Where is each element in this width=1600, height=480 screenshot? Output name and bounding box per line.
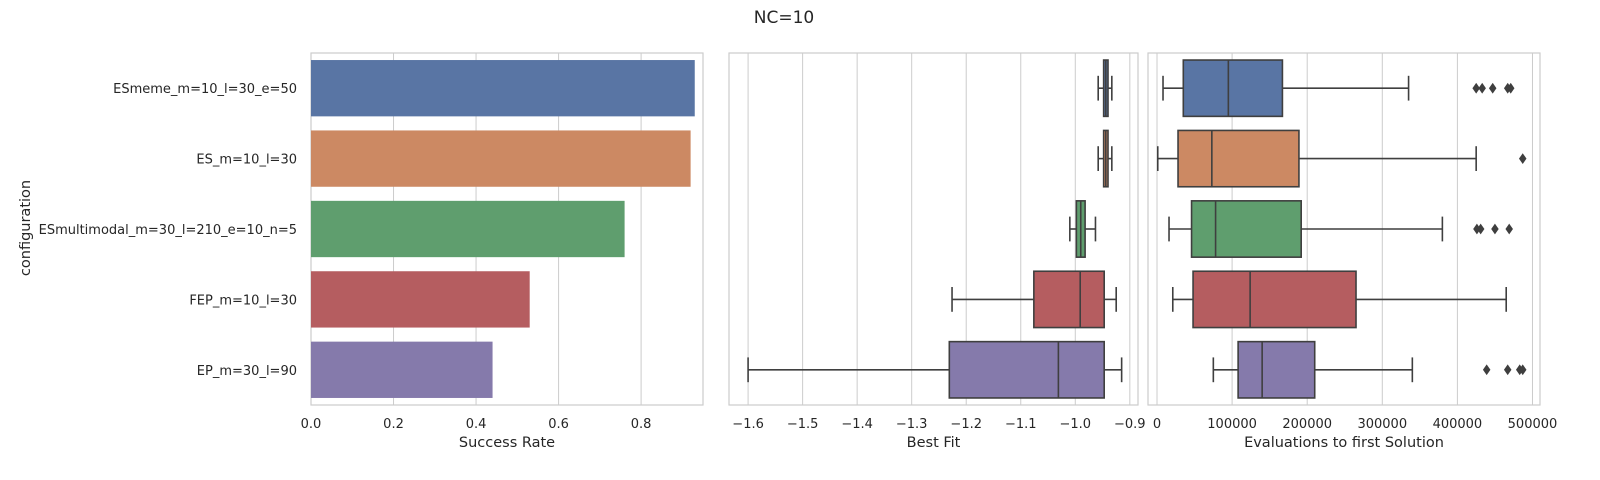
- box-3-3: [1168, 200, 1513, 258]
- x-tick-label-1-1: 0.2: [383, 417, 404, 432]
- panel-frame-2: [728, 52, 1139, 406]
- box-2-1: [1097, 59, 1113, 118]
- panel-1: 0.0 0.2 0.4 0.6 0.8 Success Rate: [301, 52, 704, 451]
- box-2-2: [1097, 129, 1113, 188]
- x-axis-label-3: Evaluations to first Solution: [1244, 435, 1444, 451]
- x-tick-label-2-0: −1.6: [732, 417, 764, 432]
- x-tick-label-2-4: −1.2: [950, 417, 982, 432]
- panel-frame-3: [1147, 52, 1541, 406]
- box-body: [1190, 200, 1302, 258]
- x-tick-label-2-3: −1.3: [896, 417, 928, 432]
- x-tick-label-2-6: −1.0: [1059, 417, 1091, 432]
- flier-1: [1518, 153, 1527, 164]
- box-body: [1033, 270, 1105, 329]
- x-tick-label-1-2: 0.4: [466, 417, 487, 432]
- x-tick-label-3-2: 200000: [1282, 417, 1332, 432]
- y-tick-label-3: ESmultimodal_m=30_l=210_e=10_n=5: [39, 223, 297, 238]
- box-body: [1192, 270, 1357, 329]
- flier-2: [1476, 223, 1485, 235]
- x-tick-label-2-1: −1.5: [787, 417, 819, 432]
- x-tick-label-3-1: 100000: [1207, 417, 1257, 432]
- flier-4: [1518, 364, 1527, 376]
- flier-2: [1503, 364, 1512, 376]
- x-tick-label-1-4: 0.8: [631, 417, 652, 432]
- bar-5: [311, 341, 493, 398]
- y-axis-label: configuration: [18, 180, 34, 276]
- x-axis-label-2: Best Fit: [907, 435, 961, 451]
- x-tick-label-3-0: 0: [1153, 417, 1161, 432]
- box-3-1: [1162, 59, 1515, 118]
- panel-3: 0 100000 200000 300000 400000 500000 Evaluatio…: [1147, 52, 1558, 451]
- box-body: [1237, 340, 1316, 399]
- box-2-4: [951, 270, 1117, 329]
- y-tick-label-1: ESmeme_m=10_l=30_e=50: [113, 82, 297, 97]
- y-tick-label-2: ES_m=10_l=30: [196, 153, 297, 168]
- x-tick-label-3-5: 500000: [1508, 417, 1558, 432]
- flier-2: [1478, 82, 1486, 94]
- x-tick-label-2-2: −1.4: [841, 417, 873, 432]
- bar-4: [311, 271, 530, 328]
- box-3-2: [1156, 129, 1527, 188]
- box-body: [1182, 59, 1284, 118]
- bar-1: [311, 60, 695, 117]
- box-body: [1177, 129, 1300, 188]
- x-tick-label-3-4: 400000: [1433, 417, 1483, 432]
- flier-4: [1505, 223, 1513, 235]
- chart-title: NC=10: [754, 8, 814, 28]
- x-tick-label-1-3: 0.6: [548, 417, 569, 432]
- box-body: [948, 340, 1105, 399]
- y-tick-label-5: EP_m=30_l=90: [197, 364, 297, 379]
- bar-3: [311, 200, 625, 258]
- box-2-3: [1069, 200, 1097, 258]
- flier-1: [1482, 364, 1491, 376]
- box-3-4: [1171, 270, 1508, 329]
- x-tick-label-3-3: 300000: [1357, 417, 1407, 432]
- panel-2: −1.6 −1.5 −1.4 −1.3 −1.2 −1.1 −1.0 −0.9 Best Fit: [728, 52, 1146, 451]
- flier-1: [1472, 82, 1480, 94]
- box-3-5: [1212, 340, 1527, 399]
- box-2-5: [747, 340, 1123, 399]
- flier-3: [1491, 223, 1499, 235]
- flier-5: [1506, 82, 1515, 94]
- x-tick-label-2-5: −1.1: [1005, 417, 1037, 432]
- x-tick-label-1-0: 0.0: [301, 417, 322, 432]
- x-tick-label-2-7: −0.9: [1114, 417, 1146, 432]
- bar-2: [311, 130, 691, 187]
- y-tick-label-4: FEP_m=10_l=30: [189, 293, 297, 308]
- flier-3: [1488, 82, 1497, 94]
- panels-group: 0.0 0.2 0.4 0.6 0.8 Success Rate ESmeme_m=10_l…: [39, 52, 1558, 451]
- x-axis-label-1: Success Rate: [459, 435, 555, 451]
